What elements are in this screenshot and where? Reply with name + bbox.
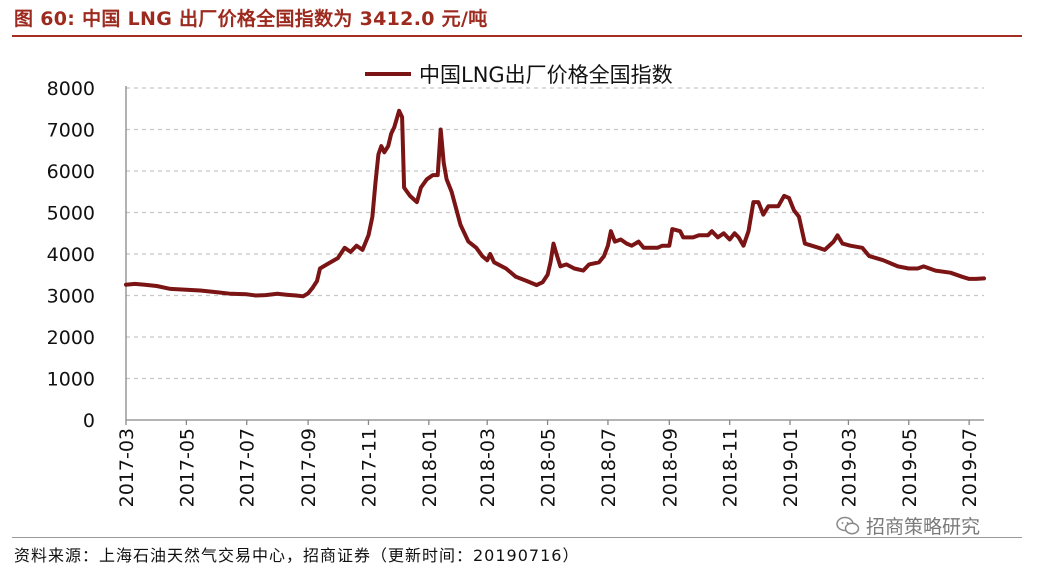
x-tick-label: 2018-05: [538, 428, 560, 507]
y-tick-label: 0: [83, 410, 95, 432]
watermark-text: 招商策略研究: [866, 516, 981, 538]
x-tick-label: 2017-07: [237, 428, 259, 507]
y-tick-label: 4000: [47, 244, 95, 266]
x-tick-label: 2018-01: [419, 428, 441, 507]
series-line-0: [124, 108, 986, 299]
x-tick-label: 2018-07: [598, 428, 620, 507]
x-tick-label: 2019-01: [780, 428, 802, 507]
title-divider: [12, 35, 1022, 37]
lng-price-line-chart: 0 1000 2000 3000 4000 5000 6000 7000 8000 2017-0…: [47, 63, 986, 507]
y-tick-label: 6000: [47, 161, 95, 183]
x-tick-label: 2019-03: [838, 428, 860, 507]
y-tick-label: 7000: [47, 120, 95, 142]
x-axis: 2017-03 2017-05 2017-07 2017-09 2017-11 2018-…: [116, 419, 984, 507]
x-tick-label: 2018-09: [659, 428, 681, 507]
y-tick-label: 5000: [47, 203, 95, 225]
y-gridlines: [126, 87, 984, 380]
x-tick-label: 2017-09: [298, 428, 320, 507]
watermark: 招商策略研究: [836, 512, 980, 539]
legend-label: 中国LNG出厂价格全国指数: [419, 63, 673, 87]
series-lines: [124, 108, 986, 299]
x-tick-label: 2018-11: [720, 428, 742, 507]
x-tick-label: 2017-05: [176, 428, 198, 507]
y-tick-label: 8000: [47, 78, 95, 100]
y-tick-label: 2000: [47, 327, 95, 349]
wechat-icon: [836, 516, 860, 534]
x-tick-label: 2018-03: [477, 428, 499, 507]
source-divider: [12, 537, 1022, 538]
x-tick-label: 2019-07: [959, 428, 981, 507]
x-tick-label: 2017-11: [358, 428, 380, 507]
y-tick-label: 1000: [47, 369, 95, 391]
x-tick-label: 2019-05: [899, 428, 921, 507]
legend: 中国LNG出厂价格全国指数: [365, 63, 673, 87]
source-note: 资料来源：上海石油天然气交易中心，招商证券（更新时间：20190716）: [14, 546, 580, 565]
y-tick-label: 3000: [47, 286, 95, 308]
x-tick-label: 2017-03: [116, 428, 138, 507]
y-axis: 0 1000 2000 3000 4000 5000 6000 7000 8000: [47, 78, 127, 432]
figure-title: 图 60: 中国 LNG 出厂价格全国指数为 3412.0 元/吨: [14, 8, 488, 30]
